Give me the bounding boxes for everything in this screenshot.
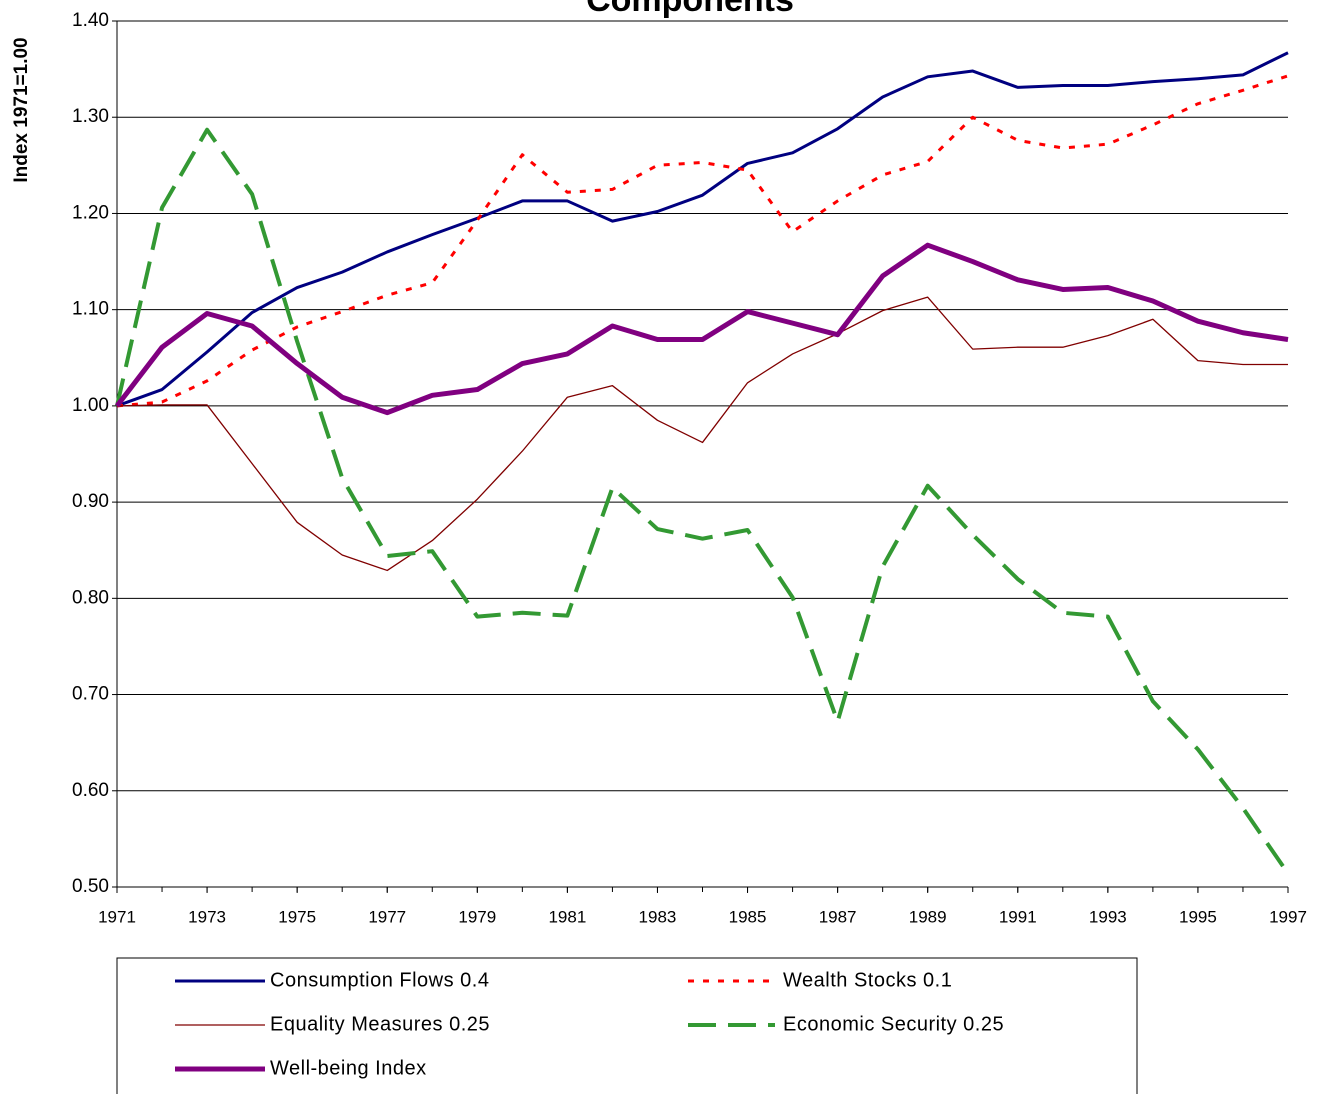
chart-title: Components	[586, 0, 794, 19]
x-tick-label: 1971	[98, 907, 136, 926]
y-tick-label: 1.20	[72, 202, 109, 223]
y-tick-label: 1.00	[72, 395, 109, 416]
legend-label: Equality Measures 0.25	[270, 1013, 490, 1035]
legend-label: Well-being Index	[270, 1057, 427, 1079]
legend-label: Wealth Stocks 0.1	[783, 969, 952, 991]
y-tick-label: 1.40	[72, 10, 109, 31]
x-tick-label: 1985	[729, 907, 767, 926]
series-line	[116, 51, 1289, 408]
series-line	[116, 296, 1288, 572]
y-tick-label: 0.70	[72, 684, 109, 705]
y-tick-label: 1.10	[72, 299, 109, 320]
y-axis-label: Index 1971=1.00	[11, 37, 32, 182]
y-tick-label: 0.80	[72, 587, 109, 608]
series-line	[115, 242, 1289, 416]
legend-label: Consumption Flows 0.4	[270, 969, 489, 991]
x-tick-label: 1993	[1089, 907, 1127, 926]
x-tick-label: 1983	[639, 907, 677, 926]
x-tick-label: 1987	[819, 907, 857, 926]
series-line	[115, 127, 1290, 875]
x-tick-label: 1975	[278, 907, 316, 926]
x-tick-label: 1991	[999, 907, 1037, 926]
y-tick-label: 0.50	[72, 876, 109, 897]
legend-label: Economic Security 0.25	[783, 1013, 1004, 1035]
x-tick-label: 1981	[548, 907, 586, 926]
y-tick-label: 1.30	[72, 106, 109, 127]
x-tick-label: 1995	[1179, 907, 1217, 926]
y-tick-label: 0.90	[72, 491, 109, 512]
x-tick-label: 1997	[1269, 907, 1307, 926]
series-line	[116, 74, 1289, 408]
x-tick-label: 1979	[458, 907, 496, 926]
x-tick-label: 1973	[188, 907, 226, 926]
y-tick-label: 0.60	[72, 780, 109, 801]
x-tick-label: 1977	[368, 907, 406, 926]
legend-box	[116, 957, 1138, 1094]
x-tick-label: 1989	[909, 907, 947, 926]
